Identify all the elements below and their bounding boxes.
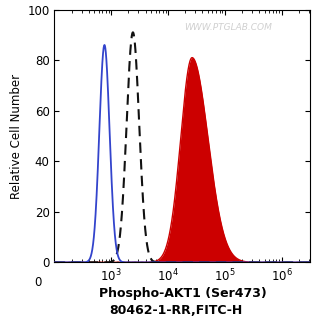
Text: 0: 0: [34, 276, 42, 289]
X-axis label: Phospho-AKT1 (Ser473): Phospho-AKT1 (Ser473): [99, 287, 266, 300]
Text: WWW.PTGLAB.COM: WWW.PTGLAB.COM: [185, 23, 272, 32]
Text: 80462-1-RR,FITC-H: 80462-1-RR,FITC-H: [109, 304, 243, 317]
Y-axis label: Relative Cell Number: Relative Cell Number: [10, 73, 23, 199]
